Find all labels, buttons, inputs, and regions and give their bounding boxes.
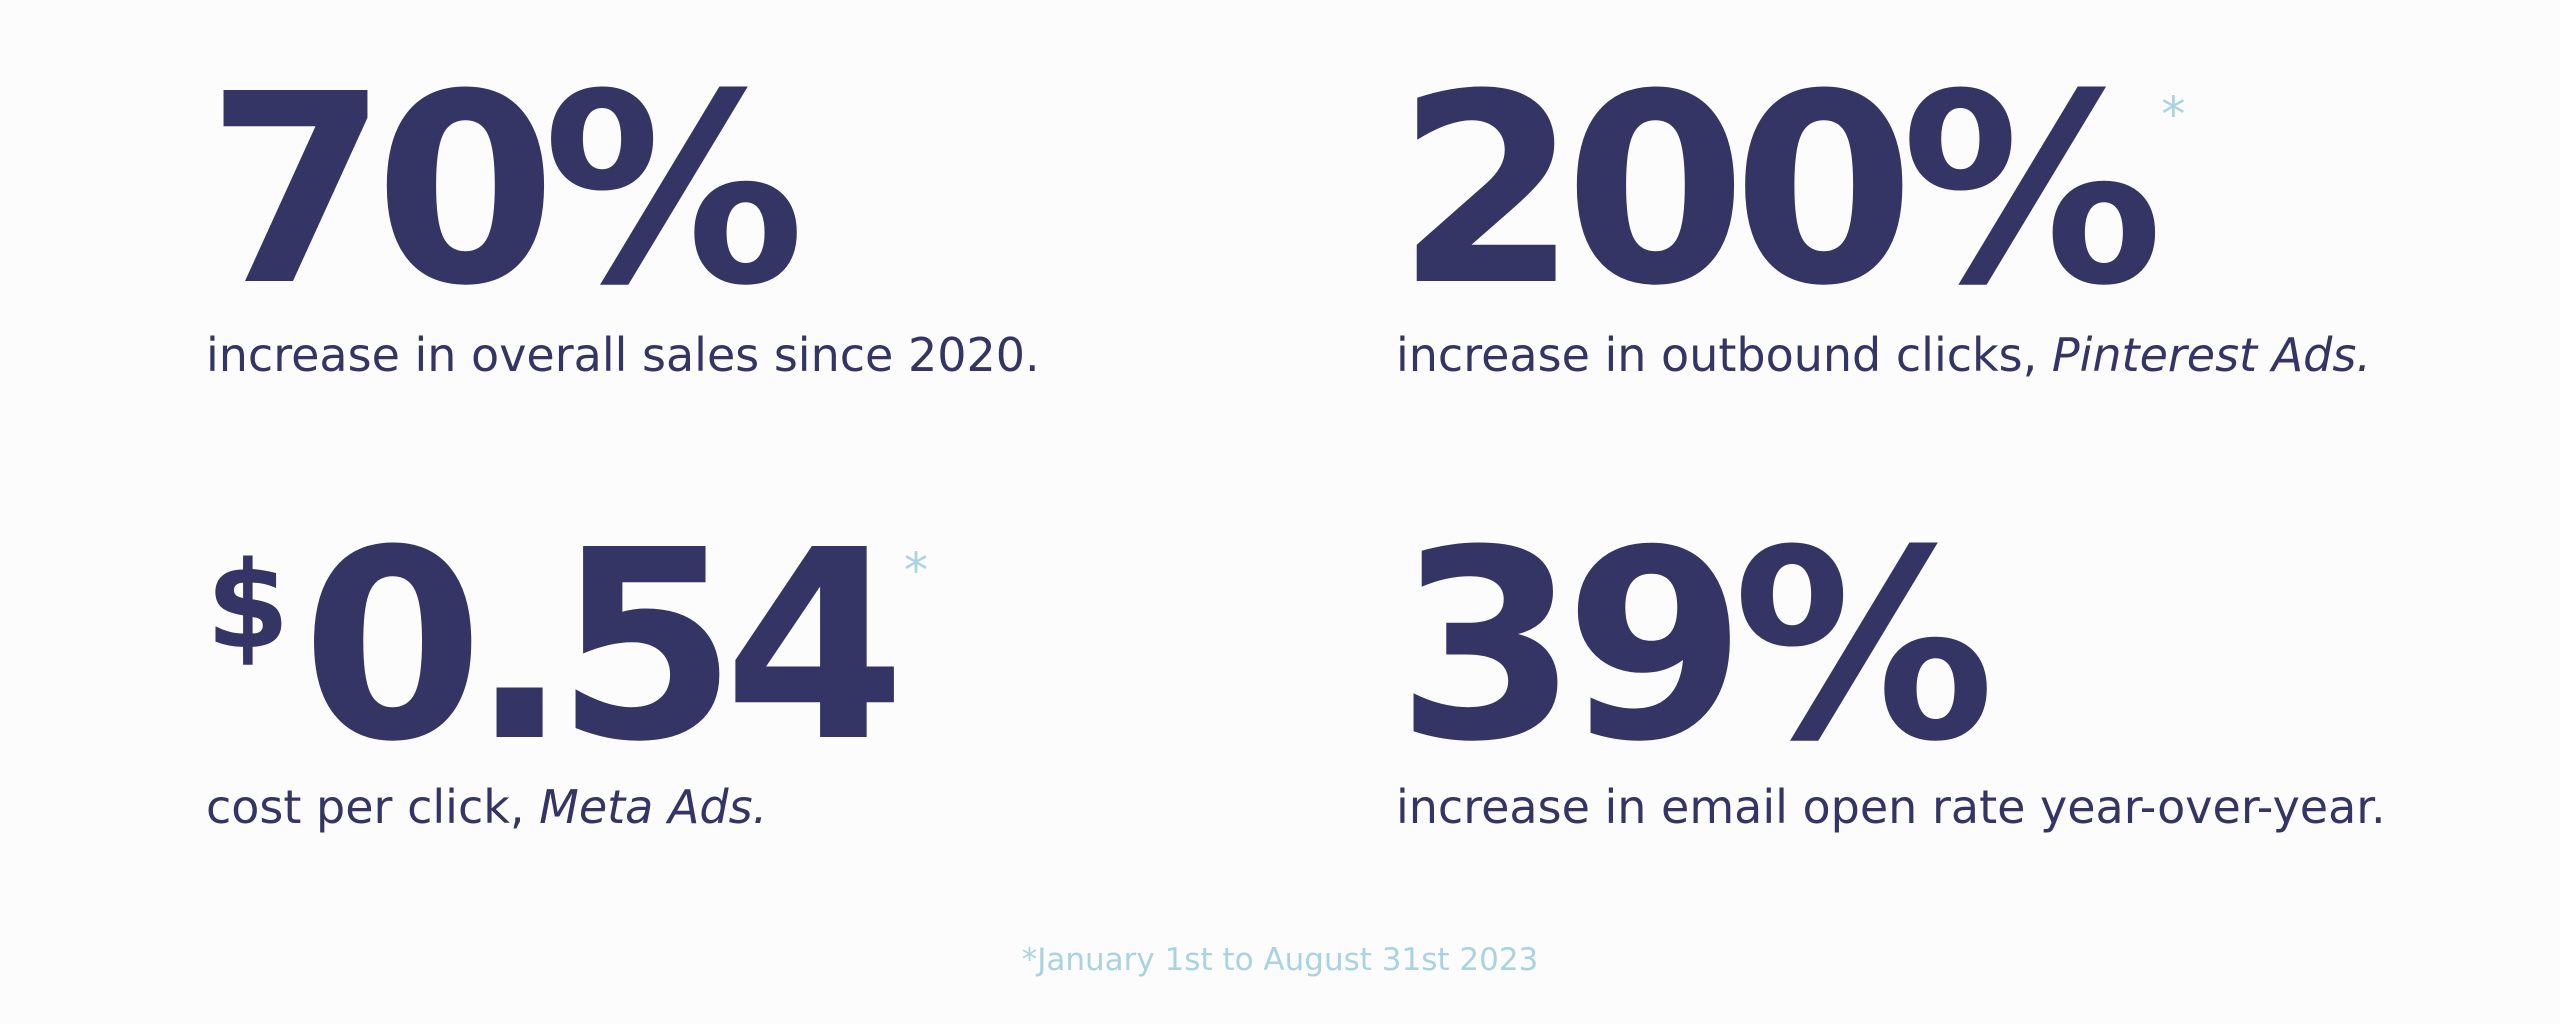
description-text: increase in outbound clicks, [1396,328,2052,382]
description-text: increase in email open rate year-over-ye… [1396,780,2386,834]
footnote-marker: * [2161,87,2186,143]
stat-figure: 200% * [1396,60,2185,322]
stat-figure: $0.54 * [206,516,928,778]
description-text: increase in overall sales since 2020. [206,328,1040,382]
currency-sign: $ [206,537,290,676]
stat-figure: 70% [206,60,805,322]
stat-number: 0.54 [301,494,906,799]
description-text: cost per click, [206,780,540,834]
stat-number: 200% [1396,38,2163,343]
stat-number: 39% [1396,494,1995,799]
stat-description: increase in email open rate year-over-ye… [1396,780,2386,835]
stat-description: increase in outbound clicks, Pinterest A… [1396,328,2371,383]
footnote: *January 1st to August 31st 2023 [1021,942,1539,978]
stat-description: increase in overall sales since 2020. [206,328,1040,383]
description-source: Pinterest Ads. [2051,328,2371,382]
stat-figure: 39% [1396,516,1995,778]
description-source: Meta Ads. [539,780,768,834]
stat-number: 70% [206,38,805,343]
footnote-marker: * [903,543,928,599]
stat-description: cost per click, Meta Ads. [206,780,767,835]
